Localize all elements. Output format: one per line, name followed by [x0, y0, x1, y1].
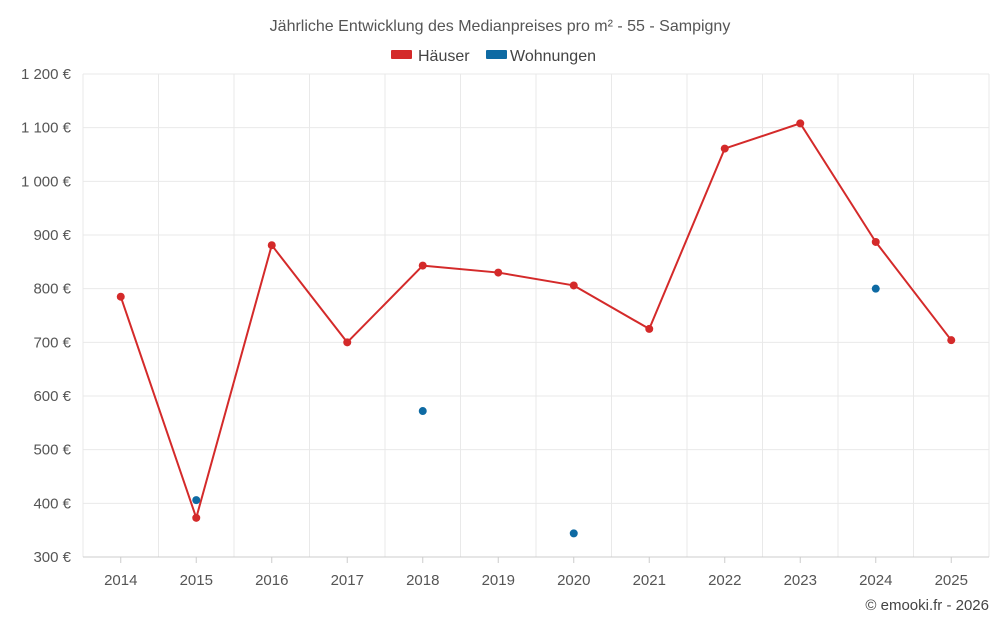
- y-tick-label: 500 €: [33, 442, 71, 459]
- series: [116, 119, 956, 538]
- x-tick-label: 2016: [255, 572, 288, 589]
- data-point-wohnungen-2024[interactable]: [871, 284, 880, 293]
- legend: Häuser Wohnungen: [391, 48, 596, 65]
- y-tick-label: 400 €: [33, 495, 71, 512]
- chart-title: Jährliche Entwicklung des Medianpreises …: [270, 18, 731, 35]
- y-tick-label: 800 €: [33, 281, 71, 298]
- data-point-haeuser-2021[interactable]: [645, 324, 654, 333]
- legend-item-haeuser[interactable]: Häuser: [391, 48, 470, 65]
- y-tick-label: 900 €: [33, 227, 71, 244]
- x-tick-label: 2014: [104, 572, 137, 589]
- legend-label-haeuser: Häuser: [418, 48, 470, 65]
- data-point-haeuser-2023[interactable]: [796, 119, 805, 128]
- legend-item-wohnungen[interactable]: Wohnungen: [486, 48, 596, 65]
- y-tick-label: 700 €: [33, 334, 71, 351]
- legend-swatch-haeuser: [391, 50, 412, 59]
- x-tick-label: 2024: [859, 572, 892, 589]
- data-point-wohnungen-2015[interactable]: [192, 496, 201, 505]
- grid: [82, 73, 990, 557]
- y-tick-label: 1 100 €: [21, 120, 72, 137]
- series-wohnungen: [192, 284, 880, 538]
- legend-swatch-wohnungen: [486, 50, 507, 59]
- data-point-haeuser-2018[interactable]: [418, 261, 427, 270]
- x-tick-label: 2019: [482, 572, 515, 589]
- series-line-haeuser: [119, 122, 953, 519]
- x-tick-label: 2017: [331, 572, 364, 589]
- y-tick-label: 1 200 €: [21, 66, 72, 83]
- credit-text: © emooki.fr - 2026: [865, 597, 989, 614]
- x-tick-label: 2022: [708, 572, 741, 589]
- data-point-haeuser-2025[interactable]: [947, 336, 956, 345]
- data-point-haeuser-2019[interactable]: [494, 268, 503, 277]
- x-tick-label: 2018: [406, 572, 439, 589]
- data-point-wohnungen-2018[interactable]: [418, 407, 427, 416]
- x-tick-label: 2021: [633, 572, 666, 589]
- data-point-wohnungen-2020[interactable]: [569, 529, 578, 538]
- x-tick-label: 2015: [180, 572, 213, 589]
- axes: 300 € 400 € 500 € 600 € 700 € 800 € 900 € 1 000…: [21, 66, 989, 589]
- data-point-haeuser-2022[interactable]: [720, 144, 729, 153]
- series-haeuser: [116, 119, 956, 522]
- data-point-haeuser-2015[interactable]: [192, 513, 201, 522]
- y-tick-label: 300 €: [33, 549, 71, 566]
- data-point-haeuser-2024[interactable]: [871, 237, 880, 246]
- y-tick-label: 1 000 €: [21, 173, 72, 190]
- x-tick-label: 2020: [557, 572, 590, 589]
- legend-label-wohnungen: Wohnungen: [510, 48, 596, 65]
- data-point-haeuser-2014[interactable]: [116, 292, 125, 301]
- data-point-haeuser-2016[interactable]: [267, 241, 276, 250]
- data-point-haeuser-2020[interactable]: [569, 281, 578, 290]
- data-point-haeuser-2017[interactable]: [343, 338, 352, 347]
- y-tick-label: 600 €: [33, 388, 71, 405]
- x-tick-label: 2023: [784, 572, 817, 589]
- x-tick-label: 2025: [935, 572, 968, 589]
